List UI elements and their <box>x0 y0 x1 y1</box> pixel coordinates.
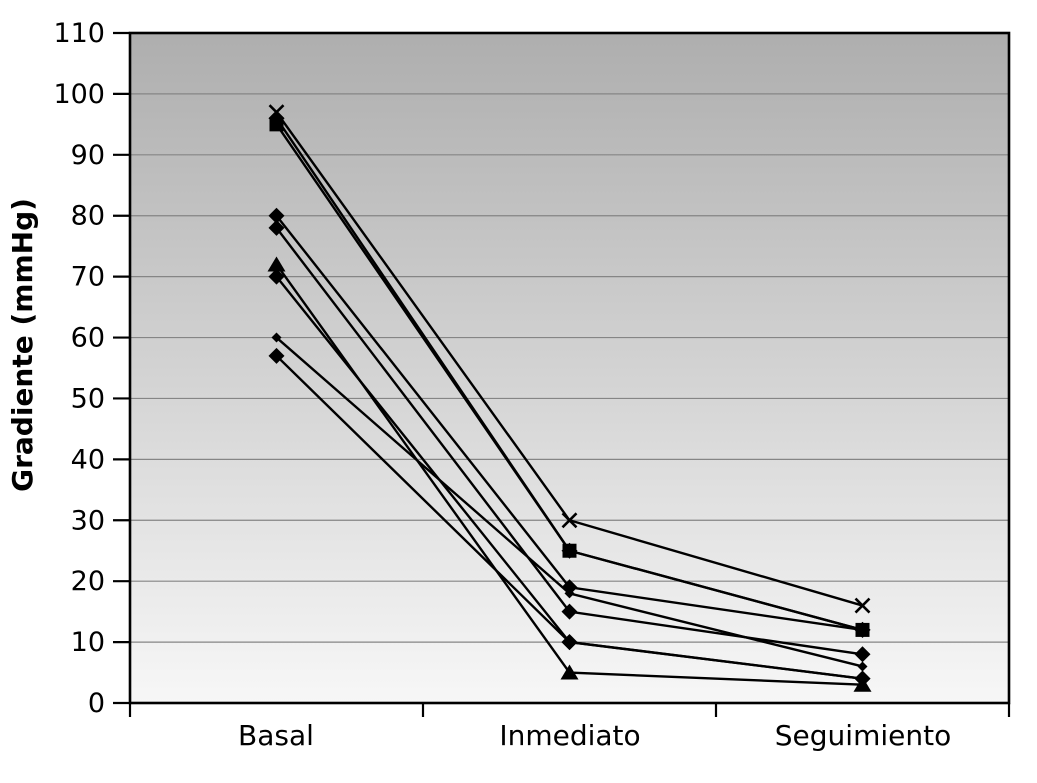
marker-x-series-9 <box>854 597 871 614</box>
y-tick-label-40: 40 <box>71 444 105 475</box>
y-tick-label-110: 110 <box>53 18 105 49</box>
marker-diamond-small-series-5 <box>271 332 282 343</box>
marker-diamond-small-series-5 <box>857 661 868 672</box>
x-axis-ticks-group <box>128 703 1011 717</box>
y-tick-label-90: 90 <box>71 140 105 171</box>
plot-area <box>130 33 1009 703</box>
series-9 <box>268 104 871 614</box>
marker-x-series-9 <box>561 512 578 529</box>
y-tick-label-70: 70 <box>71 262 105 293</box>
category-label-inmediato: Inmediato <box>499 719 640 752</box>
marker-diamond-series-2 <box>268 110 285 127</box>
marker-diamond-series-4 <box>268 219 285 236</box>
marker-x-stroke <box>268 104 285 121</box>
marker-x-series-9 <box>268 104 285 121</box>
marker-diamond-series-3 <box>268 207 285 224</box>
series-8 <box>268 347 871 687</box>
category-label-seguimiento: Seguimiento <box>775 719 951 752</box>
y-tick-label-0: 0 <box>88 688 105 719</box>
marker-x-stroke <box>561 512 578 529</box>
series-5 <box>271 332 868 672</box>
series-group <box>267 104 872 692</box>
marker-diamond-series-3 <box>854 621 871 638</box>
y-tick-label-10: 10 <box>71 627 105 658</box>
plot-border <box>128 31 1011 705</box>
y-axis-title: Gradiente (mmHg) <box>6 198 39 492</box>
marker-diamond-series-4 <box>854 646 871 663</box>
marker-diamond-small-series-5 <box>564 588 575 599</box>
marker-diamond-series-8 <box>854 670 871 687</box>
marker-diamond-series-4 <box>561 603 578 620</box>
y-tick-label-20: 20 <box>71 566 105 597</box>
y-tick-label-60: 60 <box>71 323 105 354</box>
marker-diamond-series-8 <box>268 347 285 364</box>
marker-diamond-series-8 <box>561 634 578 651</box>
series-3 <box>268 207 871 638</box>
marker-diamond-series-7 <box>268 268 285 285</box>
y-tick-label-30: 30 <box>71 505 105 536</box>
y-tick-label-80: 80 <box>71 201 105 232</box>
category-label-basal: Basal <box>238 719 314 752</box>
y-axis-labels-group: 0 10 20 30 40 50 60 70 80 90 100 110 <box>53 18 105 719</box>
y-axis-ticks-group <box>113 31 130 705</box>
y-tick-label-100: 100 <box>53 79 105 110</box>
marker-triangle-series-6 <box>267 256 286 272</box>
y-tick-label-50: 50 <box>71 383 105 414</box>
marker-x-stroke <box>854 597 871 614</box>
series-4 <box>268 219 871 663</box>
marker-diamond-series-2 <box>561 542 578 559</box>
marker-triangle-series-6 <box>560 664 579 680</box>
